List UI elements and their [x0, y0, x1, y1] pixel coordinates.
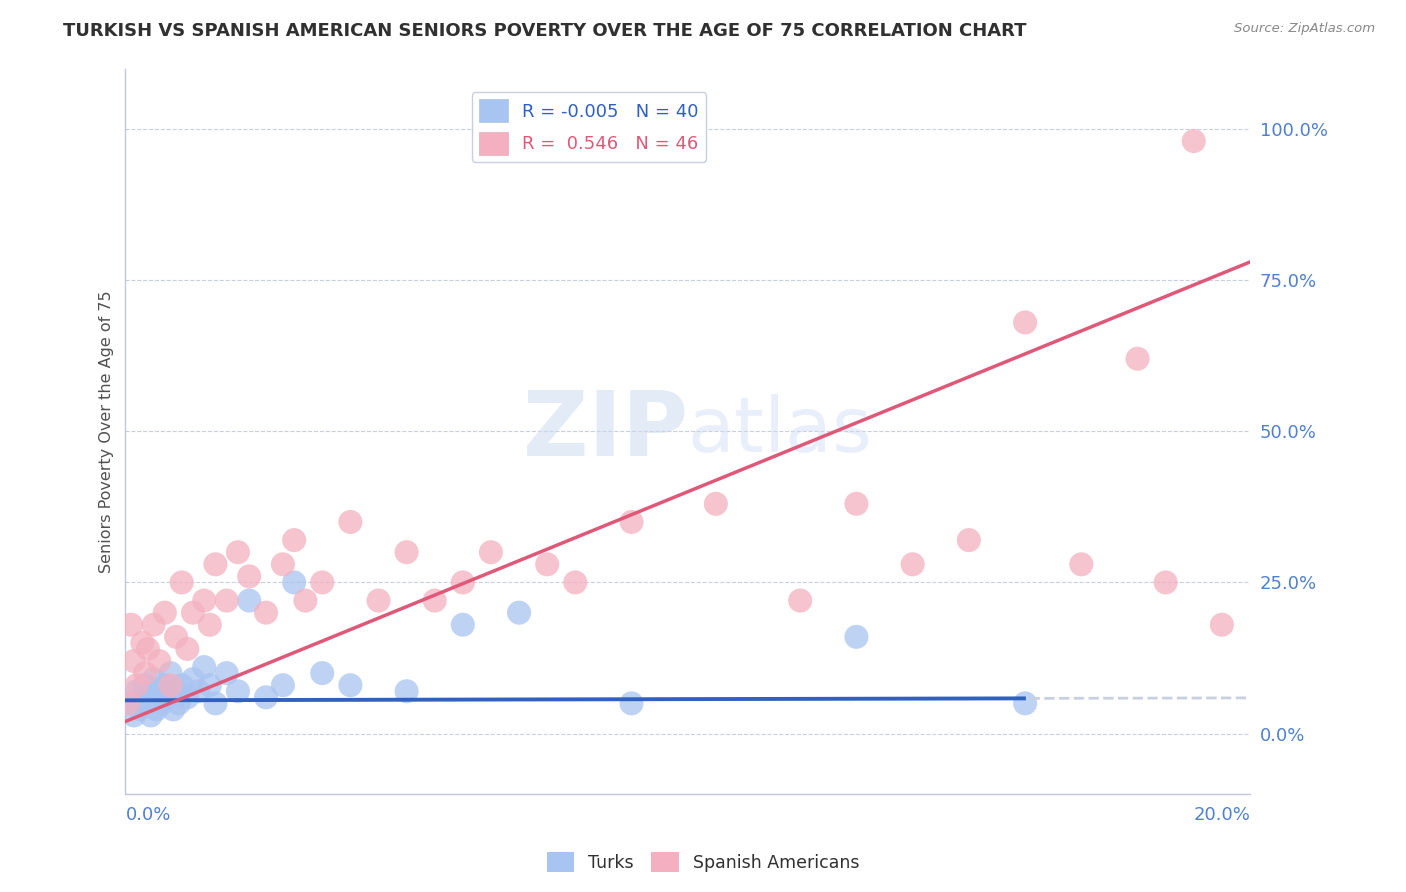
Point	[238, 569, 260, 583]
Point	[165, 684, 187, 698]
Point	[957, 533, 980, 547]
Point	[423, 593, 446, 607]
Point	[238, 593, 260, 607]
Point	[620, 515, 643, 529]
Point	[131, 636, 153, 650]
Point	[170, 575, 193, 590]
Point	[122, 654, 145, 668]
Text: 20.0%: 20.0%	[1194, 806, 1250, 824]
Point	[162, 702, 184, 716]
Point	[167, 697, 190, 711]
Point	[311, 575, 333, 590]
Point	[134, 678, 156, 692]
Legend: R = -0.005   N = 40, R =  0.546   N = 46: R = -0.005 N = 40, R = 0.546 N = 46	[472, 92, 706, 162]
Point	[193, 660, 215, 674]
Point	[120, 617, 142, 632]
Point	[704, 497, 727, 511]
Point	[142, 617, 165, 632]
Point	[181, 606, 204, 620]
Point	[564, 575, 586, 590]
Point	[187, 684, 209, 698]
Point	[204, 558, 226, 572]
Point	[789, 593, 811, 607]
Point	[508, 606, 530, 620]
Y-axis label: Seniors Poverty Over the Age of 75: Seniors Poverty Over the Age of 75	[100, 290, 114, 573]
Point	[136, 642, 159, 657]
Point	[215, 666, 238, 681]
Point	[125, 678, 148, 692]
Text: TURKISH VS SPANISH AMERICAN SENIORS POVERTY OVER THE AGE OF 75 CORRELATION CHART: TURKISH VS SPANISH AMERICAN SENIORS POVE…	[63, 22, 1026, 40]
Point	[395, 545, 418, 559]
Point	[479, 545, 502, 559]
Point	[254, 606, 277, 620]
Point	[150, 697, 173, 711]
Point	[215, 593, 238, 607]
Point	[139, 708, 162, 723]
Point	[153, 678, 176, 692]
Point	[193, 593, 215, 607]
Point	[901, 558, 924, 572]
Point	[198, 617, 221, 632]
Point	[283, 575, 305, 590]
Point	[181, 672, 204, 686]
Point	[271, 678, 294, 692]
Point	[120, 697, 142, 711]
Point	[254, 690, 277, 705]
Text: 0.0%: 0.0%	[125, 806, 172, 824]
Point	[451, 617, 474, 632]
Point	[145, 702, 167, 716]
Point	[159, 666, 181, 681]
Point	[283, 533, 305, 547]
Point	[451, 575, 474, 590]
Point	[134, 666, 156, 681]
Point	[176, 642, 198, 657]
Point	[148, 654, 170, 668]
Point	[1154, 575, 1177, 590]
Point	[170, 678, 193, 692]
Point	[1070, 558, 1092, 572]
Point	[122, 708, 145, 723]
Point	[1182, 134, 1205, 148]
Point	[128, 702, 150, 716]
Point	[226, 684, 249, 698]
Point	[117, 697, 139, 711]
Point	[311, 666, 333, 681]
Point	[367, 593, 389, 607]
Point	[1126, 351, 1149, 366]
Point	[226, 545, 249, 559]
Point	[131, 690, 153, 705]
Point	[198, 678, 221, 692]
Point	[845, 497, 868, 511]
Point	[125, 684, 148, 698]
Text: atlas: atlas	[688, 394, 873, 468]
Point	[156, 690, 179, 705]
Legend: Turks, Spanish Americans: Turks, Spanish Americans	[540, 845, 866, 879]
Point	[1014, 315, 1036, 329]
Point	[136, 697, 159, 711]
Text: Source: ZipAtlas.com: Source: ZipAtlas.com	[1234, 22, 1375, 36]
Point	[1211, 617, 1233, 632]
Point	[176, 690, 198, 705]
Text: ZIP: ZIP	[523, 387, 688, 475]
Point	[339, 678, 361, 692]
Point	[339, 515, 361, 529]
Point	[536, 558, 558, 572]
Point	[148, 684, 170, 698]
Point	[395, 684, 418, 698]
Point	[1014, 697, 1036, 711]
Point	[271, 558, 294, 572]
Point	[159, 678, 181, 692]
Point	[142, 690, 165, 705]
Point	[153, 606, 176, 620]
Point	[845, 630, 868, 644]
Point	[620, 697, 643, 711]
Point	[165, 630, 187, 644]
Point	[142, 672, 165, 686]
Point	[204, 697, 226, 711]
Point	[294, 593, 316, 607]
